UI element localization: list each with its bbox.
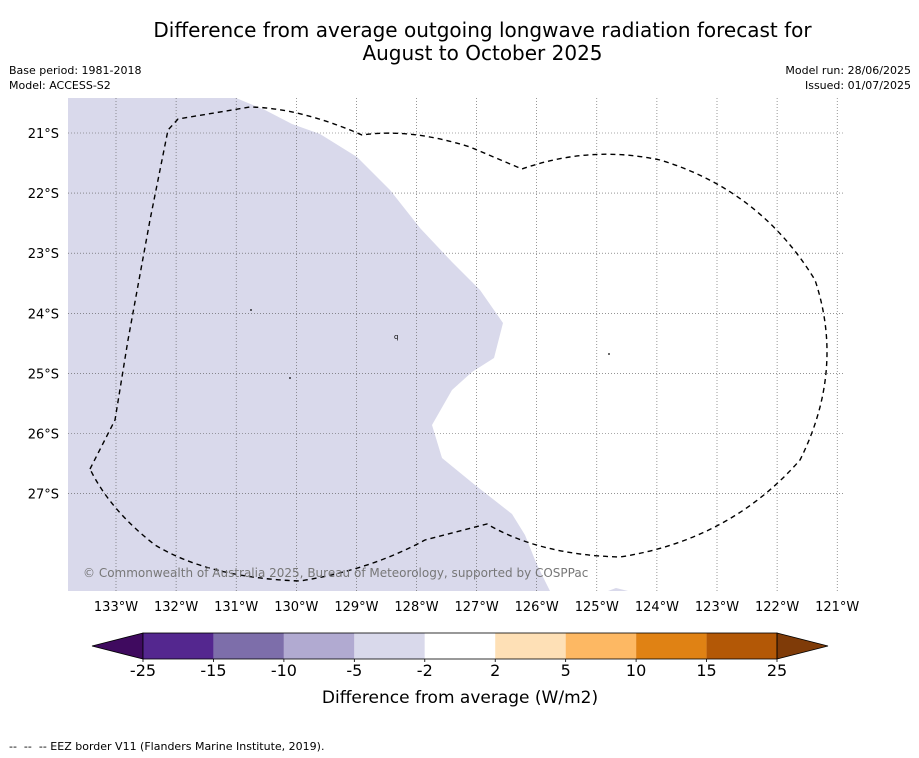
longitude-label: 128°W xyxy=(394,600,438,615)
colorbar-extend-low xyxy=(91,632,144,660)
latitude-label: 22°S xyxy=(28,187,59,202)
colorbar-tick-label: 15 xyxy=(696,661,716,680)
title-line-1: Difference from average outgoing longwav… xyxy=(153,18,812,42)
title-line-2: August to October 2025 xyxy=(362,41,603,65)
colorbar-tick-label: -2 xyxy=(417,661,433,680)
colorbar-tick-label: 10 xyxy=(626,661,646,680)
colorbar-tick-label: -5 xyxy=(346,661,362,680)
colorbar-tick-label: 2 xyxy=(490,661,500,680)
colorbar-tick-label: -10 xyxy=(271,661,297,680)
longitude-label: 127°W xyxy=(455,600,499,615)
colorbar-segment xyxy=(565,633,637,659)
longitude-label: 125°W xyxy=(575,600,619,615)
longitude-label: 123°W xyxy=(695,600,739,615)
longitude-label: 133°W xyxy=(94,600,138,615)
longitude-label: 131°W xyxy=(214,600,258,615)
colorbar-segment xyxy=(213,633,284,659)
graticule xyxy=(68,98,843,591)
colorbar-tick-label: 5 xyxy=(561,661,571,680)
latitude-label: 26°S xyxy=(28,428,59,443)
colorbar xyxy=(91,632,829,662)
longitude-label: 124°W xyxy=(635,600,679,615)
longitude-label: 122°W xyxy=(755,600,799,615)
colorbar-outline xyxy=(142,632,778,660)
longitude-labels: 133°W 132°W 131°W 130°W 129°W 128°W 127°W 126°W… xyxy=(94,600,860,615)
latitude-label: 25°S xyxy=(28,367,59,382)
colorbar-title: Difference from average (W/m2) xyxy=(322,688,598,708)
colorbar-tick-label: 25 xyxy=(767,661,787,680)
map-area: q © Commonwealth of Australia 2025, Bure… xyxy=(68,98,843,591)
map-title: Difference from average outgoing longwav… xyxy=(100,19,865,65)
model-label: Model: ACCESS-S2 xyxy=(9,79,111,92)
metadata-right: Model run: 28/06/2025 Issued: 01/07/2025 xyxy=(785,63,911,93)
latitude-labels: 21°S 22°S 23°S 24°S 25°S 26°S 27°S xyxy=(28,127,59,503)
small-shaded-patch xyxy=(608,588,628,591)
colorbar-segment xyxy=(424,633,496,659)
latitude-label: 21°S xyxy=(28,127,59,142)
metadata-left: Base period: 1981-2018 Model: ACCESS-S2 xyxy=(9,63,141,93)
colorbar-segment xyxy=(706,633,777,659)
colorbar-tick-label: -25 xyxy=(130,661,156,680)
colorbar-segment xyxy=(636,633,707,659)
longitude-label: 129°W xyxy=(334,600,378,615)
base-period-label: Base period: 1981-2018 xyxy=(9,64,142,77)
colorbar-segment xyxy=(143,633,214,659)
longitude-label: 126°W xyxy=(515,600,559,615)
colorbar-tick-label: -15 xyxy=(200,661,226,680)
colorbar-extend-high xyxy=(776,632,829,660)
latitude-label: 27°S xyxy=(28,488,59,503)
issued-label: Issued: 01/07/2025 xyxy=(804,79,911,92)
colorbar-segment xyxy=(354,633,425,659)
svg-text:q: q xyxy=(394,333,398,341)
colorbar-segment xyxy=(495,633,566,659)
colorbar-segment xyxy=(283,633,355,659)
eez-border xyxy=(89,106,828,582)
longitude-label: 121°W xyxy=(815,600,859,615)
longitude-label: 130°W xyxy=(274,600,318,615)
island-markers: q xyxy=(250,309,610,379)
longitude-label: 132°W xyxy=(154,600,198,615)
model-run-label: Model run: 28/06/2025 xyxy=(785,64,911,77)
eez-footnote: -- -- -- EEZ border V11 (Flanders Marine… xyxy=(9,740,325,753)
latitude-label: 23°S xyxy=(28,247,59,262)
colorbar-tick-labels: -25 -15 -10 -5 -2 2 5 10 15 25 xyxy=(130,661,787,680)
negative-anomaly-region xyxy=(68,98,550,591)
latitude-label: 24°S xyxy=(28,307,59,322)
copyright-text: © Commonwealth of Australia 2025, Bureau… xyxy=(83,566,588,580)
